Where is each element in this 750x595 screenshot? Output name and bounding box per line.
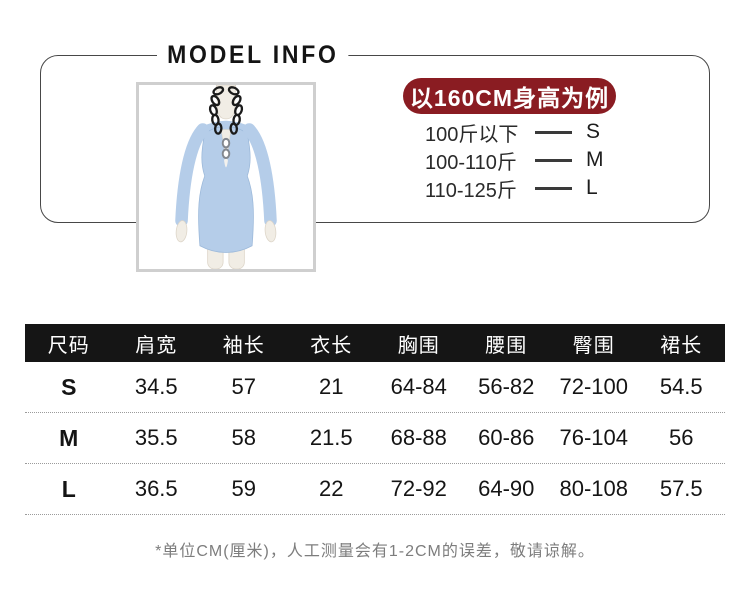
cell-hip: 72-100	[559, 374, 628, 399]
page-title: MODEL INFO	[157, 40, 349, 70]
cell-shoulder: 36.5	[134, 476, 178, 501]
weight-size-guide: 100斤以下 S 100-110斤 M 110-125斤 L	[425, 118, 655, 202]
shrug-sleeves	[175, 123, 277, 227]
cell-size: M	[59, 424, 79, 451]
chest-ring-buttons	[221, 137, 231, 159]
size-table-header: 尺码 肩宽 袖长 衣长 胸围 腰围 臀围 裙长	[25, 324, 725, 362]
weight-range-label: 110-125斤	[425, 179, 517, 202]
cell-bust: 68-88	[390, 425, 447, 450]
cell-length: 21.5	[309, 425, 353, 450]
weight-range-label: 100-110斤	[425, 151, 517, 174]
cell-skirt: 57.5	[659, 476, 703, 501]
weight-row: 100斤以下 S	[425, 118, 655, 146]
weight-range-label: 100斤以下	[425, 123, 519, 146]
cell-sleeve: 58	[231, 425, 256, 450]
column-header: 衣长	[310, 334, 353, 357]
column-header: 臀围	[572, 334, 615, 357]
dress-body	[198, 127, 254, 253]
cell-bust: 72-92	[390, 476, 447, 501]
cell-length: 21	[319, 374, 344, 399]
table-row: S 34.5 57 21 64-84 56-82 72-100 54.5	[25, 362, 725, 413]
mannequin-hands	[175, 220, 277, 243]
cell-skirt: 56	[669, 425, 694, 450]
cell-size: S	[61, 373, 77, 400]
size-table: 尺码 肩宽 袖长 衣长 胸围 腰围 臀围 裙长 S 34.5 57 21 64-…	[25, 324, 725, 515]
size-letter: S	[586, 120, 601, 143]
measurement-disclaimer: *单位CM(厘米)，人工测量会有1-2CM的误差，敬请谅解。	[155, 543, 595, 560]
cell-size: L	[61, 475, 76, 502]
cell-sleeve: 57	[231, 374, 256, 399]
cell-hip: 80-108	[559, 476, 628, 501]
weight-row: 110-125斤 L	[425, 174, 655, 202]
size-letter: M	[586, 148, 604, 171]
cell-bust: 64-84	[390, 374, 447, 399]
column-header: 腰围	[485, 334, 528, 357]
cell-waist: 64-90	[478, 476, 535, 501]
keyhole-cutout	[224, 157, 228, 168]
column-header: 袖长	[222, 334, 265, 357]
column-header: 尺码	[47, 334, 90, 357]
cell-skirt: 54.5	[659, 374, 703, 399]
cell-waist: 60-86	[478, 425, 535, 450]
dress-illustration	[175, 85, 277, 269]
height-example-badge: 以160CM身高为例	[403, 78, 616, 114]
dash-divider	[535, 130, 572, 134]
cell-shoulder: 34.5	[134, 374, 178, 399]
dash-divider	[535, 186, 572, 190]
cell-sleeve: 59	[231, 476, 256, 501]
chain-halter	[208, 86, 244, 135]
table-row: M 35.5 58 21.5 68-88 60-86 76-104 56	[25, 413, 725, 464]
cell-waist: 56-82	[478, 374, 535, 399]
cell-hip: 76-104	[559, 425, 628, 450]
cell-length: 22	[319, 476, 344, 501]
column-header: 胸围	[397, 334, 440, 357]
column-header: 裙长	[660, 334, 703, 357]
product-photo	[136, 82, 316, 272]
cell-shoulder: 35.5	[134, 425, 178, 450]
weight-row: 100-110斤 M	[425, 146, 655, 174]
size-letter: L	[586, 176, 598, 199]
table-row: L 36.5 59 22 72-92 64-90 80-108 57.5	[25, 464, 725, 515]
column-header: 肩宽	[135, 334, 178, 357]
dash-divider	[535, 158, 572, 162]
